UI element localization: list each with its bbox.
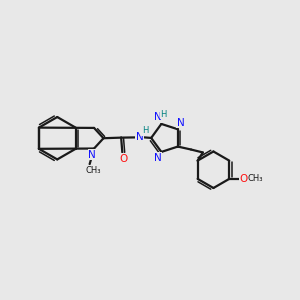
Text: N: N [154,112,162,122]
Text: N: N [136,132,143,142]
Text: H: H [160,110,167,119]
Text: O: O [239,174,247,184]
Text: CH₃: CH₃ [85,166,101,175]
Text: H: H [142,126,148,135]
Text: N: N [88,150,96,160]
Text: O: O [119,154,127,164]
Text: CH₃: CH₃ [248,174,263,183]
Text: N: N [154,153,162,163]
Text: N: N [177,118,184,128]
